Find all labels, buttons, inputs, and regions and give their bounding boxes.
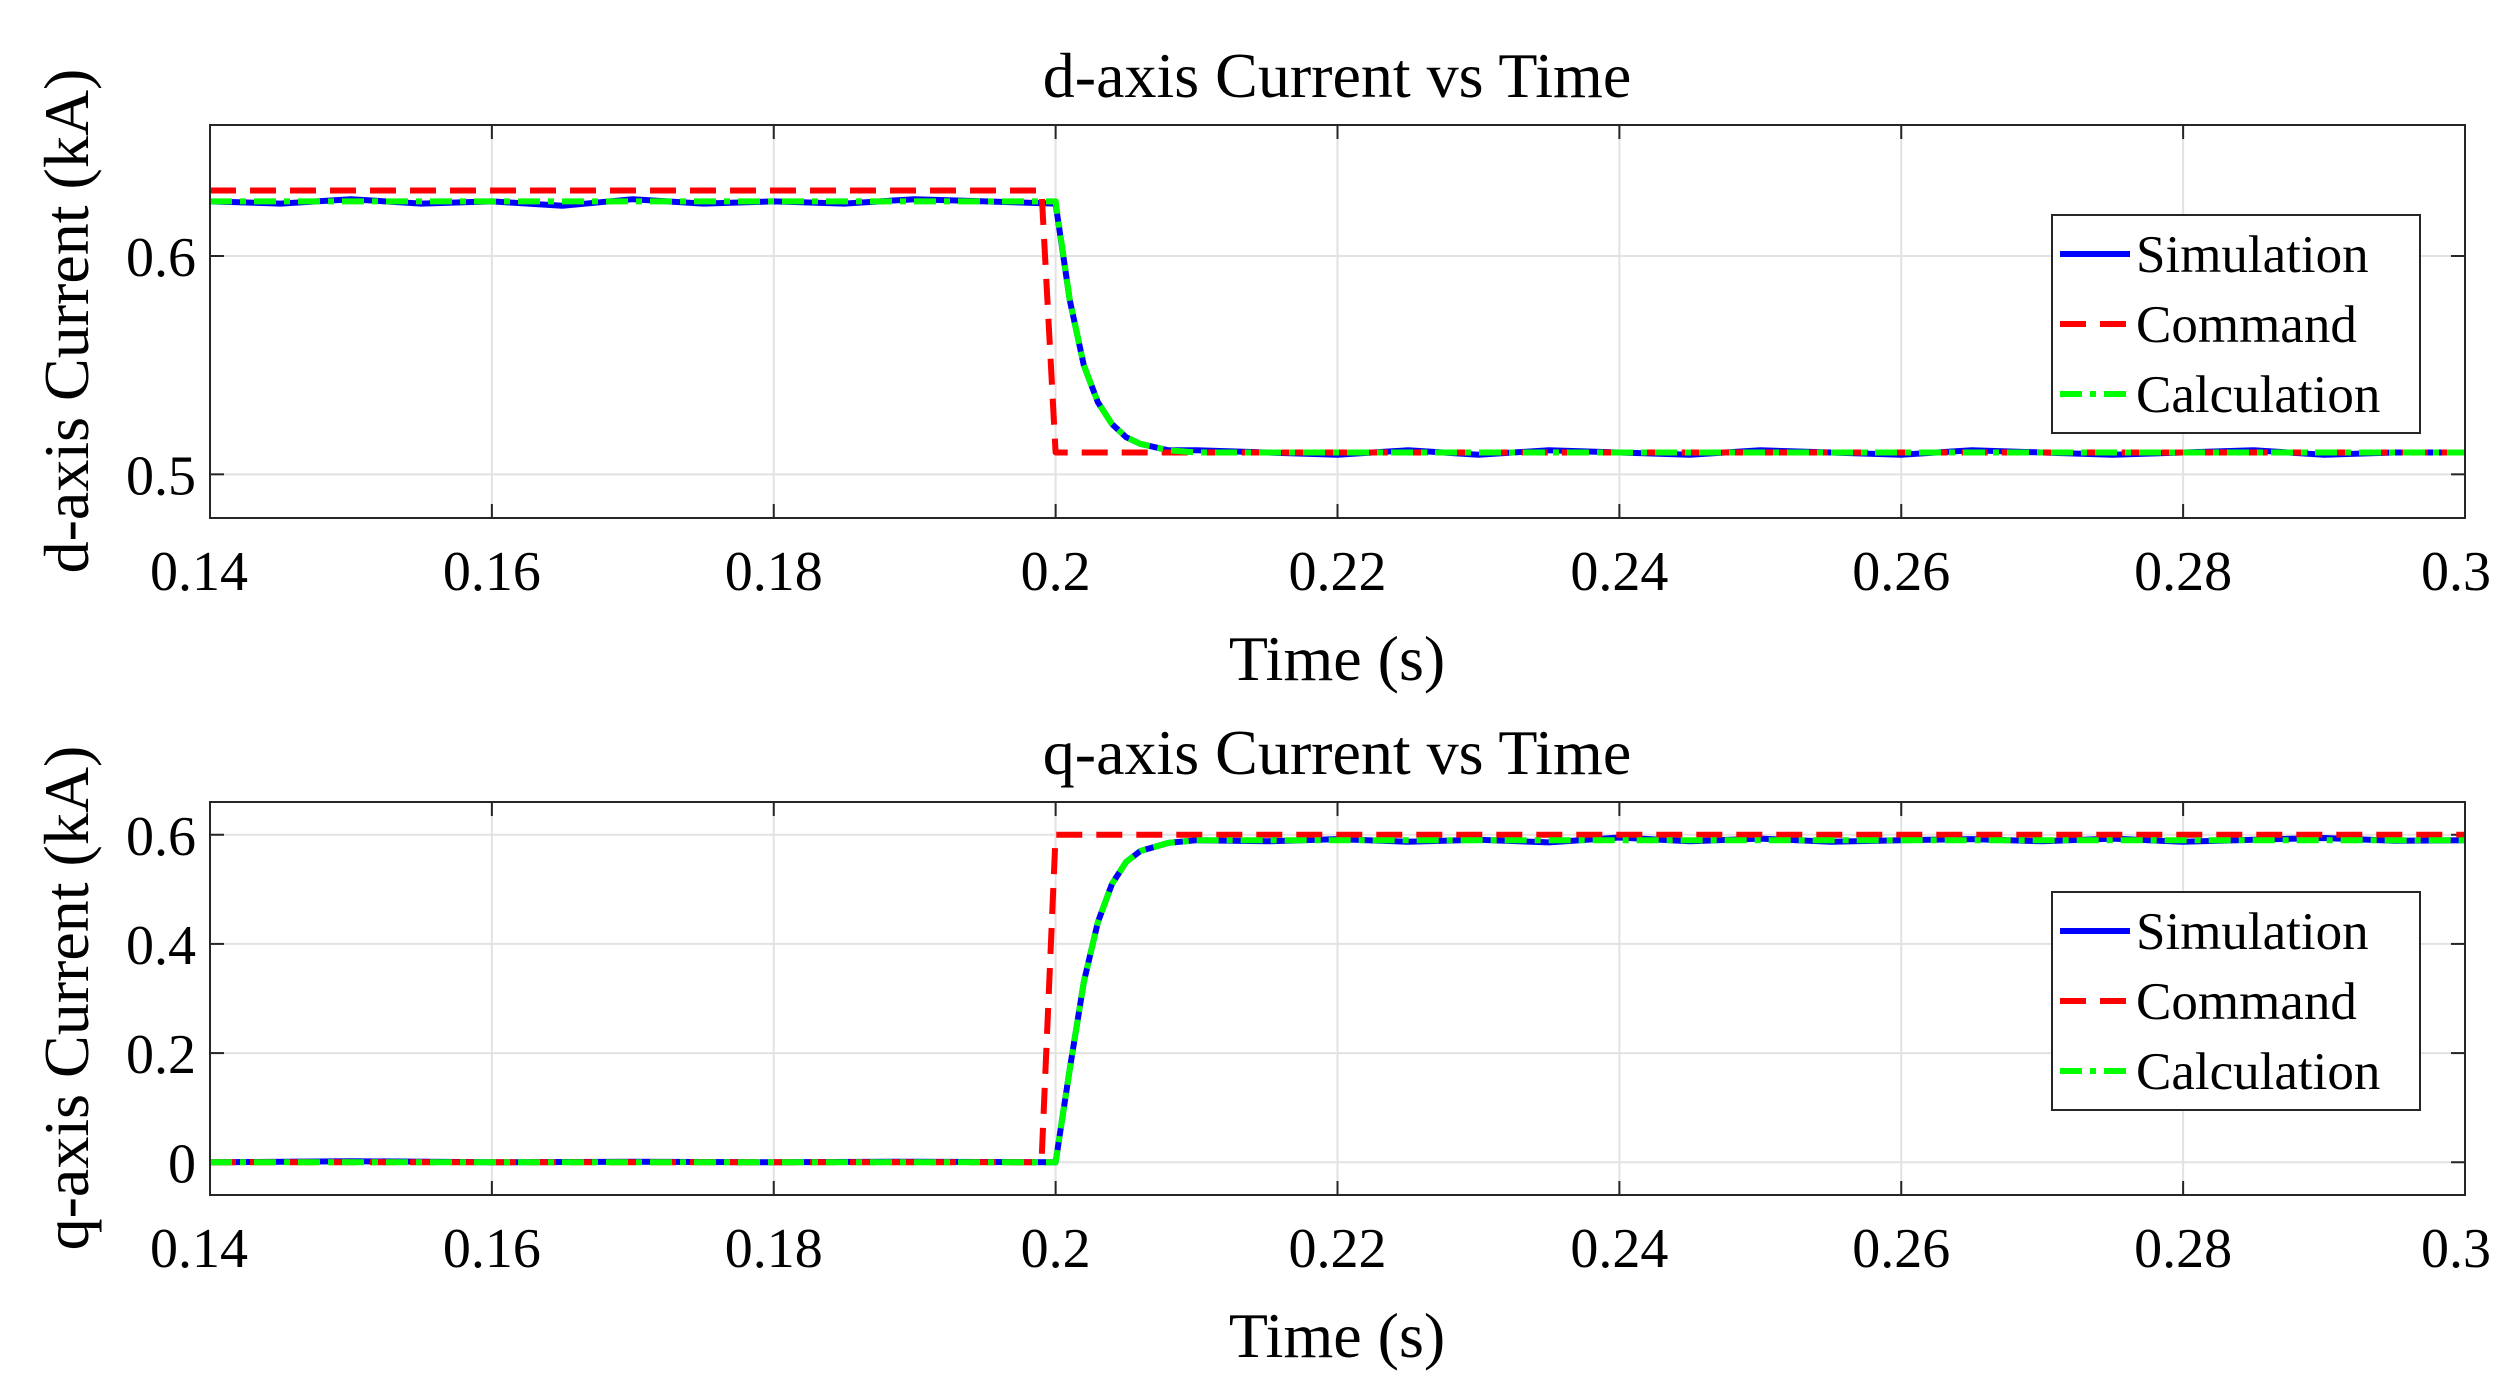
d-axis-x-tick-label: 0.3 bbox=[2421, 541, 2491, 603]
q-axis-x-tick-label: 0.16 bbox=[443, 1218, 541, 1280]
d-axis-y-tick-label: 0.5 bbox=[126, 445, 196, 507]
d-axis-x-tick-label: 0.24 bbox=[1570, 541, 1668, 603]
d-axis-frame-border bbox=[209, 124, 2466, 519]
q-axis-x-tick-label: 0.14 bbox=[150, 1218, 248, 1280]
q-axis-legend-label-simulation: Simulation bbox=[2136, 903, 2369, 961]
d-axis-legend-label-command: Command bbox=[2136, 296, 2357, 354]
q-axis-series bbox=[209, 831, 2466, 1166]
q-axis-x-tick-label: 0.24 bbox=[1570, 1218, 1668, 1280]
d-axis-y-tick-label: 0.6 bbox=[126, 227, 196, 289]
q-axis-y-tick-label: 0 bbox=[168, 1133, 196, 1195]
d-axis-x-axis-label: Time (s) bbox=[1229, 623, 1445, 694]
q-axis-x-tick-label: 0.2 bbox=[1021, 1218, 1091, 1280]
q-axis-x-tick-label: 0.26 bbox=[1852, 1218, 1950, 1280]
d-axis-legend: Simulation Command Calculation bbox=[2051, 214, 2421, 434]
q-axis-panel: 0.14 0.16 0.18 0.2 0.22 0.24 0.26 0.28 0.3 0 0.2 0.… bbox=[31, 717, 2491, 1371]
d-axis-legend-label-calculation: Calculation bbox=[2136, 366, 2380, 424]
d-axis-legend-label-simulation: Simulation bbox=[2136, 226, 2369, 284]
q-axis-x-tick-label: 0.22 bbox=[1289, 1218, 1387, 1280]
d-axis-chart-title: d-axis Current vs Time bbox=[1043, 40, 1631, 111]
q-axis-x-tick-label: 0.3 bbox=[2421, 1218, 2491, 1280]
q-axis-x-tick-label: 0.28 bbox=[2134, 1218, 2232, 1280]
d-axis-panel: 0.14 0.16 0.18 0.2 0.22 0.24 0.26 0.28 0.3 0.5 0.6… bbox=[31, 40, 2491, 694]
q-axis-y-axis-label: q-axis Current (kA) bbox=[31, 746, 102, 1251]
q-axis-legend: Simulation Command Calculation bbox=[2051, 891, 2421, 1111]
d-axis-series-calculation-line bbox=[210, 198, 2465, 456]
d-axis-x-tick-label: 0.26 bbox=[1852, 541, 1950, 603]
d-axis-x-tick-label: 0.2 bbox=[1021, 541, 1091, 603]
d-axis-ticks: 0.14 0.16 0.18 0.2 0.22 0.24 0.26 0.28 0.3 0.5 0.6 bbox=[126, 125, 2491, 603]
d-axis-x-tick-label: 0.16 bbox=[443, 541, 541, 603]
d-axis-y-axis-label: d-axis Current (kA) bbox=[31, 69, 102, 574]
q-axis-frame-border bbox=[209, 801, 2466, 1196]
q-axis-chart-title: q-axis Current vs Time bbox=[1043, 717, 1631, 788]
q-axis-legend-label-calculation: Calculation bbox=[2136, 1043, 2380, 1101]
d-axis-x-tick-label: 0.22 bbox=[1289, 541, 1387, 603]
d-axis-series bbox=[209, 187, 2465, 458]
d-axis-series-command-line bbox=[210, 187, 2465, 456]
d-axis-x-tick-label: 0.18 bbox=[725, 541, 823, 603]
q-axis-legend-label-command: Command bbox=[2136, 973, 2357, 1031]
d-axis-x-tick-label: 0.14 bbox=[150, 541, 248, 603]
q-axis-x-axis-label: Time (s) bbox=[1229, 1300, 1445, 1371]
d-axis-x-tick-label: 0.28 bbox=[2134, 541, 2232, 603]
q-axis-ticks: 0.14 0.16 0.18 0.2 0.22 0.24 0.26 0.28 0.3 0 0.2 0.… bbox=[126, 802, 2491, 1280]
q-axis-y-tick-label: 0.2 bbox=[126, 1024, 196, 1086]
q-axis-y-tick-label: 0.6 bbox=[126, 806, 196, 868]
q-axis-y-tick-label: 0.4 bbox=[126, 915, 196, 977]
q-axis-x-tick-label: 0.18 bbox=[725, 1218, 823, 1280]
